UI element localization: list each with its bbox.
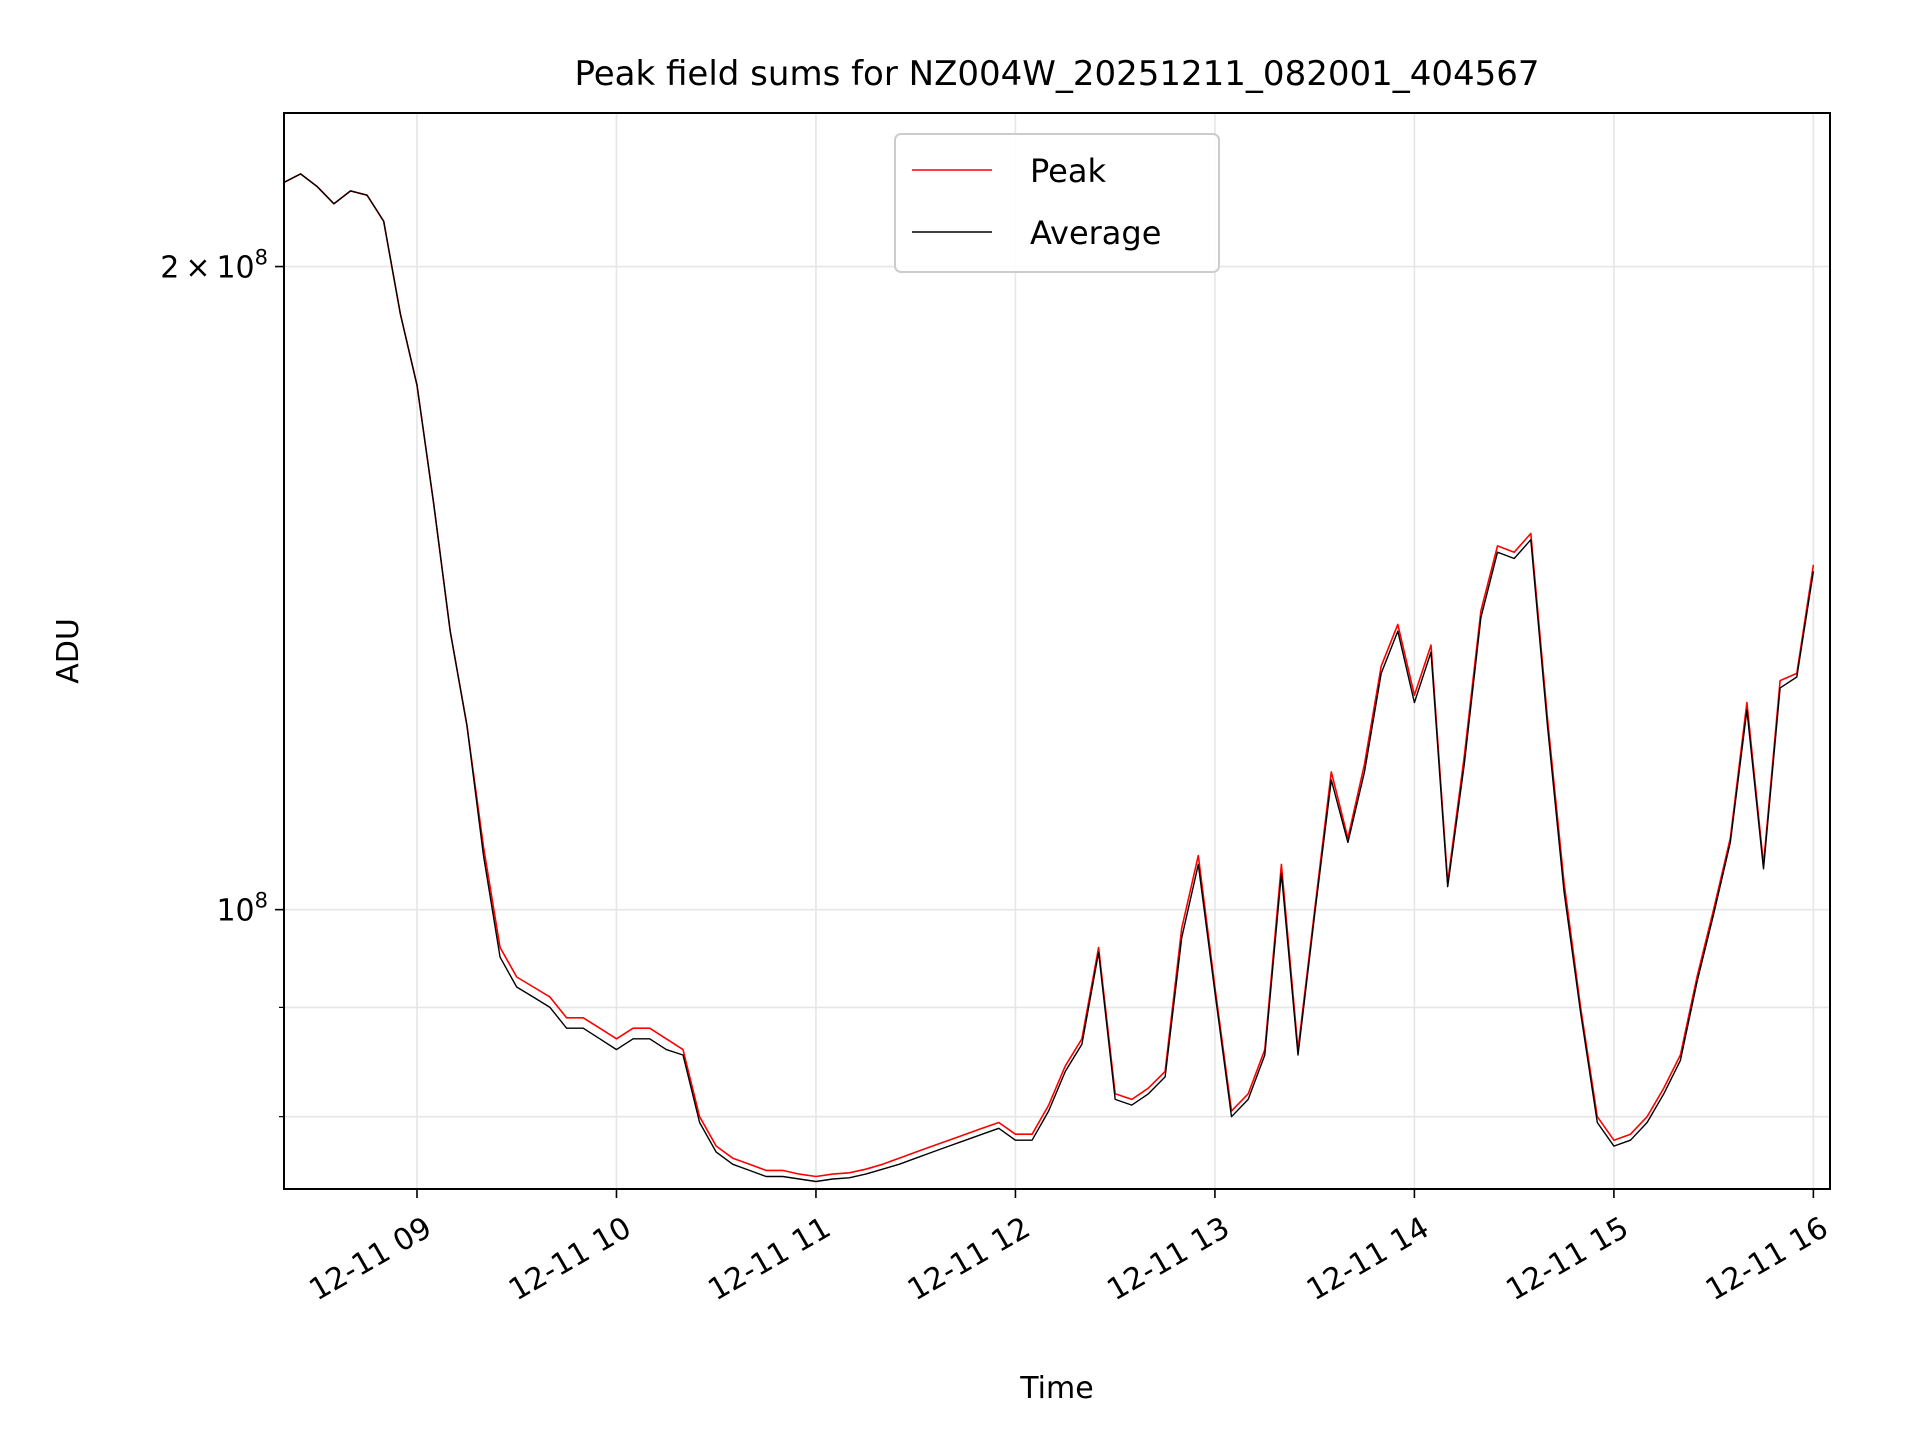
y-tick-label: 108 (216, 889, 268, 929)
plot-area-frame (283, 112, 1831, 1190)
legend-box (894, 133, 1220, 273)
legend: Peak Average (894, 133, 1220, 273)
series-line-average (283, 173, 1815, 1183)
legend-label-peak: Peak (1030, 152, 1106, 190)
series-layer (283, 173, 1815, 1183)
grid-lines (284, 113, 1830, 1189)
series-line-peak (283, 173, 1815, 1178)
chart-title: Peak field sums for NZ004W_20251211_0820… (574, 54, 1539, 94)
legend-label-average: Average (1030, 214, 1161, 252)
x-axis-label: Time (1019, 1371, 1093, 1406)
y-axis-ticks: 2 × 108 108 (160, 246, 284, 1118)
y-tick-label: 2 × 108 (160, 246, 268, 286)
y-axis-label: ADU (51, 618, 86, 684)
